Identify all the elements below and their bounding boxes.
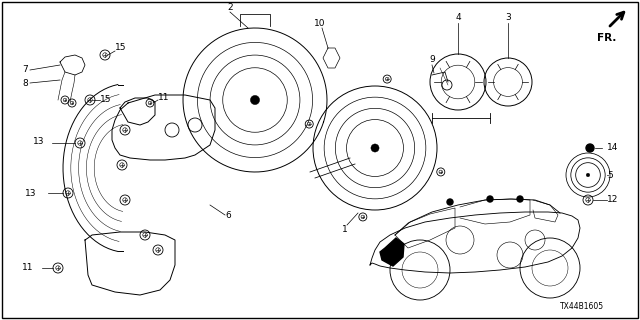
Circle shape [123,198,127,202]
Circle shape [586,198,590,202]
Circle shape [447,199,453,205]
Text: 8: 8 [22,78,28,87]
Text: 15: 15 [115,44,127,52]
Text: 13: 13 [33,138,45,147]
Circle shape [66,191,70,195]
Circle shape [56,266,60,270]
Circle shape [156,248,160,252]
Circle shape [250,95,260,105]
Text: 14: 14 [607,143,618,153]
Circle shape [143,233,147,237]
Text: 15: 15 [100,95,111,105]
Text: TX44B1605: TX44B1605 [560,302,604,311]
Circle shape [103,53,108,57]
Circle shape [70,101,74,105]
Circle shape [439,170,443,174]
Circle shape [123,128,127,132]
Text: 11: 11 [22,263,33,273]
Text: FR.: FR. [597,33,616,43]
Circle shape [361,215,365,219]
Text: 7: 7 [22,66,28,75]
Circle shape [487,196,493,202]
Circle shape [517,196,523,202]
Circle shape [586,144,594,152]
Text: 2: 2 [227,3,233,12]
Text: 12: 12 [607,196,618,204]
Text: 11: 11 [158,92,170,101]
Circle shape [77,141,83,145]
Text: 1: 1 [342,226,348,235]
Circle shape [148,101,152,105]
Circle shape [586,173,590,177]
Circle shape [63,98,67,102]
Circle shape [88,98,92,102]
Text: 5: 5 [607,171,612,180]
Text: 6: 6 [225,211,231,220]
Circle shape [385,77,389,81]
Circle shape [307,122,311,126]
Polygon shape [380,238,404,266]
Circle shape [371,144,379,152]
Circle shape [120,163,124,167]
Text: 13: 13 [25,188,36,197]
Text: 3: 3 [505,13,511,22]
Text: 4: 4 [455,13,461,22]
Text: 10: 10 [314,19,326,28]
Text: 9: 9 [429,55,435,65]
